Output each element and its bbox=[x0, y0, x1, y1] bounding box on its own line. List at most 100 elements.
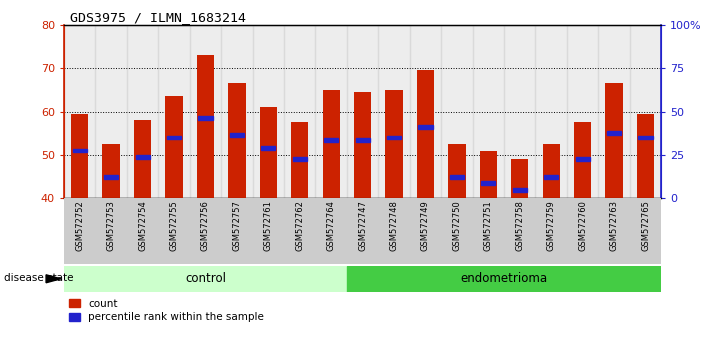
Bar bbox=[127, 25, 159, 198]
Bar bbox=[576, 157, 589, 161]
Bar bbox=[448, 144, 466, 198]
Text: GSM572752: GSM572752 bbox=[75, 200, 84, 251]
Bar bbox=[260, 107, 277, 198]
Text: disease state: disease state bbox=[4, 273, 73, 283]
Text: GSM572751: GSM572751 bbox=[484, 200, 493, 251]
Bar bbox=[102, 144, 119, 198]
Text: GSM572756: GSM572756 bbox=[201, 200, 210, 251]
Bar bbox=[221, 25, 252, 198]
Bar bbox=[544, 175, 558, 178]
Text: GSM572757: GSM572757 bbox=[232, 200, 241, 251]
Bar bbox=[284, 198, 316, 264]
Bar bbox=[418, 125, 432, 129]
Bar bbox=[73, 149, 87, 153]
Text: GSM572749: GSM572749 bbox=[421, 200, 430, 251]
Bar bbox=[354, 92, 371, 198]
Bar bbox=[473, 198, 504, 264]
Bar bbox=[473, 25, 504, 198]
Bar bbox=[606, 83, 623, 198]
Bar bbox=[293, 157, 307, 161]
Bar bbox=[64, 266, 347, 292]
Bar bbox=[198, 116, 213, 120]
Bar bbox=[323, 90, 340, 198]
Text: GSM572759: GSM572759 bbox=[547, 200, 556, 251]
Bar bbox=[221, 198, 252, 264]
Text: GSM572750: GSM572750 bbox=[452, 200, 461, 251]
Bar bbox=[228, 83, 245, 198]
Bar bbox=[316, 25, 347, 198]
Bar bbox=[159, 25, 190, 198]
Bar bbox=[159, 198, 190, 264]
Bar bbox=[637, 114, 654, 198]
Bar bbox=[261, 147, 275, 150]
Bar bbox=[252, 198, 284, 264]
Bar bbox=[410, 198, 442, 264]
Bar bbox=[64, 25, 95, 198]
Bar bbox=[442, 25, 473, 198]
Bar bbox=[136, 155, 149, 159]
Text: GSM572761: GSM572761 bbox=[264, 200, 273, 251]
Text: control: control bbox=[185, 272, 226, 285]
Legend: count, percentile rank within the sample: count, percentile rank within the sample bbox=[69, 299, 264, 322]
Bar bbox=[450, 175, 464, 178]
Bar bbox=[480, 150, 497, 198]
Bar bbox=[347, 198, 378, 264]
Bar bbox=[284, 25, 316, 198]
Bar bbox=[385, 90, 402, 198]
Bar bbox=[324, 138, 338, 142]
Bar bbox=[356, 138, 370, 142]
Text: GSM572765: GSM572765 bbox=[641, 200, 650, 251]
Text: GSM572747: GSM572747 bbox=[358, 200, 367, 251]
Bar bbox=[190, 198, 221, 264]
Bar bbox=[347, 266, 661, 292]
Text: GSM572754: GSM572754 bbox=[138, 200, 147, 251]
Text: GSM572763: GSM572763 bbox=[609, 200, 619, 251]
Bar bbox=[104, 175, 118, 178]
Bar bbox=[542, 144, 560, 198]
Text: GSM572762: GSM572762 bbox=[295, 200, 304, 251]
Bar bbox=[291, 122, 309, 198]
Bar bbox=[252, 25, 284, 198]
Bar bbox=[630, 25, 661, 198]
Text: GSM572748: GSM572748 bbox=[390, 200, 399, 251]
Bar bbox=[230, 133, 244, 137]
Bar bbox=[64, 198, 95, 264]
Text: GSM572764: GSM572764 bbox=[326, 200, 336, 251]
Bar bbox=[442, 198, 473, 264]
Bar bbox=[513, 188, 527, 192]
Bar bbox=[167, 136, 181, 139]
Text: GSM572755: GSM572755 bbox=[169, 200, 178, 251]
Bar bbox=[197, 55, 214, 198]
Bar bbox=[417, 70, 434, 198]
Bar bbox=[504, 198, 535, 264]
Bar bbox=[599, 198, 630, 264]
Bar bbox=[387, 136, 401, 139]
Bar bbox=[504, 25, 535, 198]
Text: GSM572758: GSM572758 bbox=[515, 200, 524, 251]
Text: GSM572753: GSM572753 bbox=[107, 200, 116, 251]
Text: GDS3975 / ILMN_1683214: GDS3975 / ILMN_1683214 bbox=[70, 11, 246, 24]
Text: endometrioma: endometrioma bbox=[461, 272, 547, 285]
Bar bbox=[316, 198, 347, 264]
Bar bbox=[567, 198, 599, 264]
Bar bbox=[535, 25, 567, 198]
Bar bbox=[607, 131, 621, 135]
Bar bbox=[511, 159, 528, 198]
Polygon shape bbox=[46, 275, 60, 283]
Bar bbox=[347, 25, 378, 198]
Bar bbox=[535, 198, 567, 264]
Bar bbox=[567, 25, 599, 198]
Bar bbox=[574, 122, 592, 198]
Text: GSM572760: GSM572760 bbox=[578, 200, 587, 251]
Bar bbox=[166, 96, 183, 198]
Bar bbox=[95, 25, 127, 198]
Bar bbox=[95, 198, 127, 264]
Bar bbox=[630, 198, 661, 264]
Bar bbox=[190, 25, 221, 198]
Bar bbox=[378, 198, 410, 264]
Bar bbox=[71, 114, 88, 198]
Bar bbox=[378, 25, 410, 198]
Bar bbox=[134, 120, 151, 198]
Bar bbox=[410, 25, 442, 198]
Bar bbox=[127, 198, 159, 264]
